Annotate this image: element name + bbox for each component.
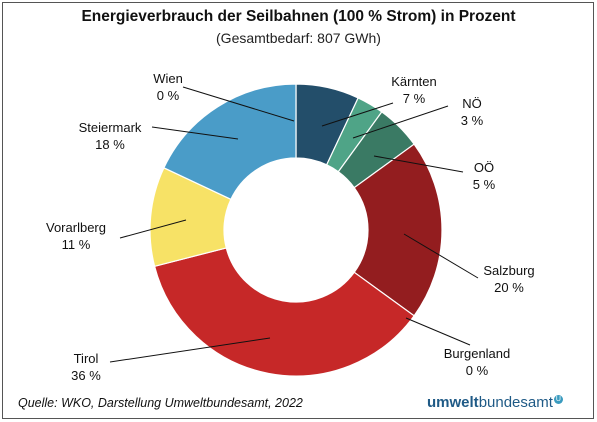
label-vorarlberg-name: Vorarlberg xyxy=(46,220,106,235)
label-vorarlberg-pct: 11 % xyxy=(61,237,91,252)
chart-title: Energieverbrauch der Seilbahnen (100 % S… xyxy=(81,8,516,25)
label-salzburg-pct: 20 % xyxy=(494,280,524,295)
slice-salzburg xyxy=(353,143,443,317)
label-kaernten-name: Kärnten xyxy=(391,74,437,89)
label-tirol-pct: 36 % xyxy=(71,368,101,383)
label-steiermark-pct: 18 % xyxy=(95,137,125,152)
label-kaernten: Kärnten 7 % xyxy=(382,73,446,107)
label-ooe-pct: 5 % xyxy=(472,177,496,192)
leader-wien xyxy=(182,86,295,122)
leader-burgenland xyxy=(405,317,471,346)
label-wien: Wien 0 % xyxy=(148,70,188,104)
label-steiermark-name: Steiermark xyxy=(78,120,142,135)
label-burgenland-pct: 0 % xyxy=(465,363,489,378)
label-salzburg-name: Salzburg xyxy=(483,263,535,278)
umweltbundesamt-logo: umweltbundesamt U xyxy=(427,394,563,411)
leader-vorarlberg xyxy=(119,219,187,239)
slice-tirol xyxy=(153,247,415,377)
label-noe-pct: 3 % xyxy=(460,113,484,128)
label-wien-name: Wien xyxy=(153,71,183,86)
leader-steiermark xyxy=(151,126,239,140)
label-tirol: Tirol 36 % xyxy=(64,350,108,384)
label-noe: NÖ 3 % xyxy=(452,95,492,129)
leader-ooe xyxy=(373,155,464,173)
leader-noe xyxy=(352,105,449,139)
label-wien-pct: 0 % xyxy=(156,88,180,103)
label-ooe: OÖ 5 % xyxy=(464,159,504,193)
label-steiermark: Steiermark 18 % xyxy=(70,119,150,153)
logo-bold-text: umwelt xyxy=(427,394,479,411)
leader-tirol xyxy=(109,337,271,363)
chart-subtitle: (Gesamtbedarf: 807 GWh) xyxy=(216,30,381,46)
slice-steiermark xyxy=(163,83,297,201)
label-vorarlberg: Vorarlberg 11 % xyxy=(36,219,116,253)
source-note: Quelle: WKO, Darstellung Umweltbundesamt… xyxy=(18,396,303,410)
label-burgenland: Burgenland 0 % xyxy=(434,345,520,379)
label-noe-name: NÖ xyxy=(462,96,482,111)
logo-rest-text: bundesamt xyxy=(478,394,553,411)
leader-salzburg xyxy=(403,233,479,279)
label-burgenland-name: Burgenland xyxy=(443,346,511,361)
label-ooe-name: OÖ xyxy=(473,160,495,175)
leader-kaernten xyxy=(321,102,394,127)
label-kaernten-pct: 7 % xyxy=(402,91,426,106)
label-salzburg: Salzburg 20 % xyxy=(474,262,544,296)
label-tirol-name: Tirol xyxy=(73,351,99,366)
logo-mark-icon: U xyxy=(553,395,563,404)
